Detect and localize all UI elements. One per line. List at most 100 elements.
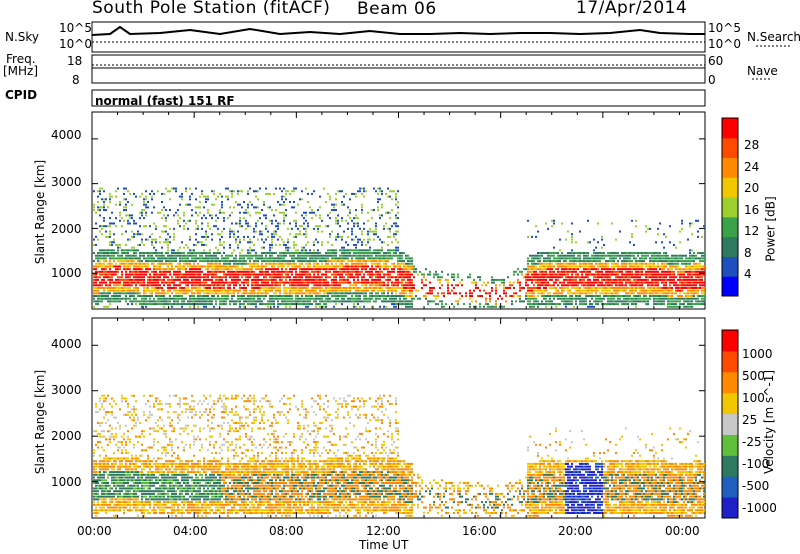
heatmap-cell — [311, 281, 313, 284]
heatmap-cell — [237, 222, 239, 225]
heatmap-cell — [283, 243, 285, 246]
heatmap-cell — [437, 273, 439, 276]
heatmap-cell — [629, 257, 631, 260]
heatmap-cell — [365, 297, 367, 300]
heatmap-cell — [601, 268, 603, 271]
heatmap-cell — [473, 278, 475, 281]
heatmap-cell — [261, 233, 263, 236]
heatmap-cell — [589, 265, 591, 268]
heatmap-cell — [261, 281, 263, 284]
nsearch-label: N.Search — [747, 30, 800, 44]
heatmap-cell — [123, 286, 125, 289]
heatmap-cell — [631, 252, 633, 255]
heatmap-cell — [125, 265, 127, 268]
heatmap-cell — [197, 270, 199, 273]
heatmap-cell — [203, 214, 205, 217]
heatmap-cell — [563, 257, 565, 260]
heatmap-cell — [229, 190, 231, 193]
heatmap-cell — [371, 292, 373, 295]
heatmap-cell — [391, 284, 393, 287]
heatmap-cell — [217, 257, 219, 260]
heatmap-cell — [551, 262, 553, 265]
heatmap-cell — [409, 292, 411, 295]
heatmap-cell — [205, 230, 207, 233]
heatmap-cell — [213, 305, 215, 308]
heatmap-cell — [531, 289, 533, 292]
heatmap-cell — [341, 276, 343, 279]
heatmap-cell — [545, 281, 547, 284]
heatmap-cell — [439, 281, 441, 284]
heatmap-cell — [209, 214, 211, 217]
heatmap-cell — [205, 286, 207, 289]
heatmap-cell — [347, 265, 349, 268]
heatmap-cell — [231, 289, 233, 292]
heatmap-cell — [217, 262, 219, 265]
heatmap-cell — [239, 295, 241, 298]
heatmap-cell — [257, 273, 259, 276]
heatmap-cell — [311, 257, 313, 260]
heatmap-cell — [635, 284, 637, 287]
heatmap-cell — [155, 281, 157, 284]
heatmap-cell — [369, 238, 371, 241]
heatmap-cell — [99, 295, 101, 298]
heatmap-cell — [221, 230, 223, 233]
heatmap-cell — [319, 206, 321, 209]
heatmap-cell — [109, 200, 111, 203]
heatmap-cell — [353, 260, 355, 263]
heatmap-cell — [301, 260, 303, 263]
heatmap-cell — [177, 209, 179, 212]
heatmap-cell — [105, 209, 107, 212]
heatmap-cell — [383, 300, 385, 303]
heatmap-cell — [615, 270, 617, 273]
heatmap-cell — [315, 292, 317, 295]
heatmap-cell — [353, 265, 355, 268]
heatmap-cell — [103, 206, 105, 209]
heatmap-cell — [183, 289, 185, 292]
heatmap-cell — [97, 286, 99, 289]
heatmap-cell — [361, 254, 363, 257]
heatmap-cell — [597, 241, 599, 244]
heatmap-cell — [119, 200, 121, 203]
heatmap-cell — [227, 268, 229, 271]
heatmap-cell — [195, 222, 197, 225]
heatmap-cell — [227, 281, 229, 284]
heatmap-cell — [95, 281, 97, 284]
heatmap-cell — [547, 268, 549, 271]
heatmap-cell — [119, 260, 121, 263]
heatmap-cell — [571, 295, 573, 298]
heatmap-cell — [299, 289, 301, 292]
heatmap-cell — [183, 292, 185, 295]
heatmap-cell — [373, 278, 375, 281]
heatmap-cell — [355, 252, 357, 255]
heatmap-cell — [291, 206, 293, 209]
heatmap-cell — [259, 292, 261, 295]
heatmap-cell — [535, 281, 537, 284]
velocity-ytick-1000: 1000 — [51, 475, 82, 489]
heatmap-cell — [335, 209, 337, 212]
heatmap-cell — [603, 297, 605, 300]
heatmap-cell — [341, 289, 343, 292]
heatmap-cell — [261, 246, 263, 249]
heatmap-cell — [427, 292, 429, 295]
heatmap-cell — [617, 289, 619, 292]
heatmap-cell — [593, 254, 595, 257]
heatmap-cell — [613, 252, 615, 255]
heatmap-cell — [523, 276, 525, 279]
heatmap-cell — [597, 289, 599, 292]
heatmap-cell — [585, 295, 587, 298]
heatmap-cell — [157, 286, 159, 289]
heatmap-cell — [223, 227, 225, 230]
heatmap-cell — [99, 273, 101, 276]
heatmap-cell — [545, 268, 547, 271]
heatmap-cell — [133, 295, 135, 298]
heatmap-cell — [239, 305, 241, 308]
heatmap-cell — [231, 190, 233, 193]
heatmap-cell — [337, 297, 339, 300]
heatmap-cell — [183, 273, 185, 276]
heatmap-cell — [263, 273, 265, 276]
heatmap-cell — [175, 295, 177, 298]
heatmap-cell — [205, 303, 207, 306]
heatmap-cell — [477, 295, 479, 298]
heatmap-cell — [565, 260, 567, 263]
heatmap-cell — [339, 281, 341, 284]
